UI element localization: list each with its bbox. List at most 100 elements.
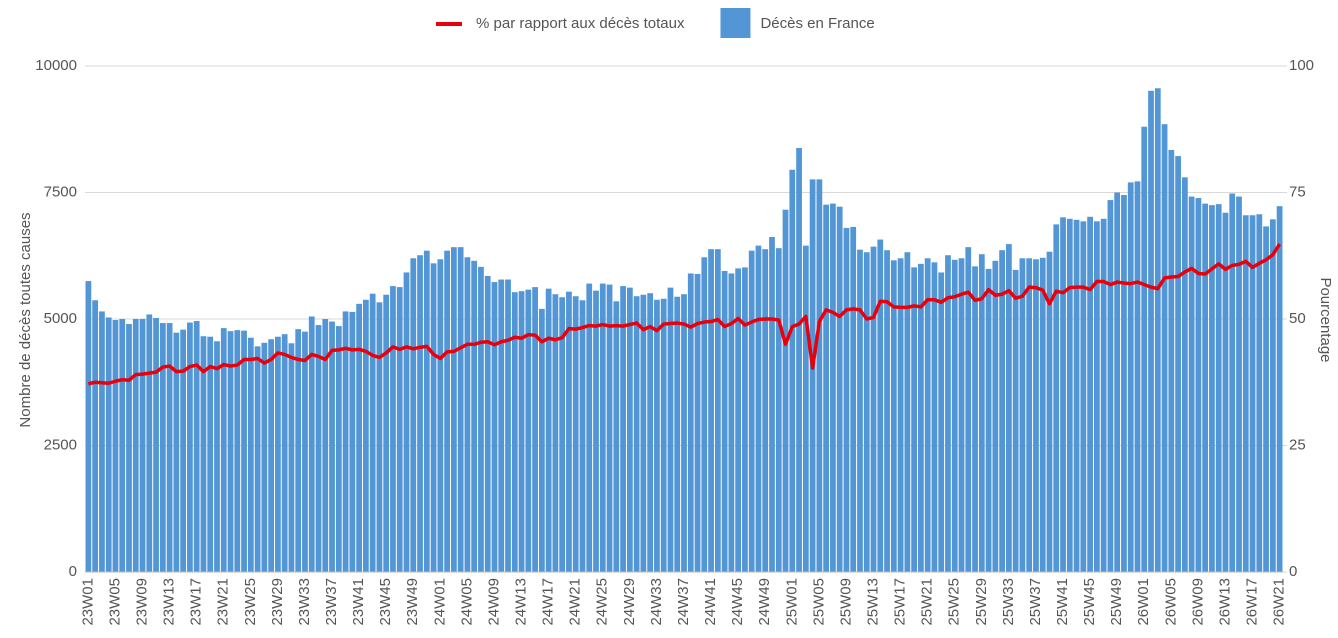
bar	[694, 273, 701, 572]
bar	[159, 323, 166, 572]
x-tick-label: 24W09	[485, 578, 502, 626]
bar	[1168, 149, 1175, 572]
x-tick-label: 26W09	[1189, 578, 1206, 626]
x-tick-label: 23W37	[323, 578, 340, 626]
bar	[166, 323, 173, 572]
bar	[308, 316, 315, 572]
x-tick-label: 23W25	[242, 578, 259, 626]
bar	[714, 249, 721, 572]
y2-tick-label: 50	[1289, 310, 1306, 327]
bar	[978, 254, 985, 572]
bar	[275, 336, 281, 572]
bar	[647, 293, 654, 572]
x-tick-label: 23W09	[133, 578, 150, 626]
bar	[241, 330, 247, 572]
bar	[403, 272, 410, 572]
bar	[626, 287, 633, 572]
bar	[505, 279, 511, 572]
bar	[471, 260, 478, 572]
bar	[1154, 88, 1161, 572]
bar	[911, 267, 918, 572]
x-tick-label: 25W45	[1081, 578, 1098, 626]
bar	[1087, 216, 1093, 572]
bar	[1175, 156, 1181, 572]
bar	[681, 294, 687, 572]
bar	[830, 203, 836, 572]
bar	[890, 260, 897, 572]
bar	[992, 260, 999, 572]
bar	[633, 296, 640, 572]
bar	[559, 297, 566, 572]
bar	[1033, 259, 1039, 572]
bar	[444, 250, 450, 572]
x-tick-label: 23W05	[106, 578, 123, 626]
bar	[1249, 215, 1256, 572]
bar	[92, 300, 99, 572]
bar	[1202, 203, 1209, 572]
x-tick-label: 24W45	[729, 578, 746, 626]
bar	[1019, 258, 1026, 572]
bar	[207, 336, 214, 572]
bar	[450, 247, 457, 572]
bar	[417, 255, 423, 572]
bar	[349, 311, 356, 572]
bar	[363, 299, 369, 572]
bar	[1195, 198, 1202, 573]
bar	[843, 227, 850, 573]
bar	[1100, 218, 1107, 572]
bar	[552, 294, 559, 572]
bar	[748, 250, 755, 572]
bar	[735, 268, 742, 572]
x-tick-label: 24W21	[567, 578, 584, 626]
bar	[654, 299, 660, 572]
x-tick-label: 25W33	[1000, 578, 1017, 626]
x-tick-label: 24W17	[540, 578, 557, 626]
bar	[762, 249, 769, 572]
x-tick-label: 25W17	[892, 578, 909, 626]
bar	[538, 308, 545, 572]
bar	[342, 311, 349, 572]
bar	[1114, 192, 1121, 572]
bar	[1209, 205, 1215, 572]
bar	[464, 257, 471, 572]
bar	[1263, 226, 1269, 573]
bar	[742, 267, 748, 572]
bar	[728, 273, 735, 572]
bar	[918, 263, 924, 572]
y-tick-label: 5000	[44, 310, 77, 327]
bar	[1066, 218, 1073, 572]
x-tick-label: 26W21	[1271, 578, 1288, 626]
x-tick-label: 23W13	[161, 578, 178, 626]
bar	[985, 268, 992, 572]
bar	[701, 257, 708, 572]
bar	[99, 311, 105, 572]
bar	[1026, 258, 1033, 572]
bar	[173, 332, 180, 572]
bar	[146, 314, 153, 572]
bar	[376, 302, 383, 572]
bar	[1005, 244, 1012, 572]
bar	[620, 286, 626, 572]
bar	[1148, 90, 1154, 572]
bar	[180, 329, 187, 572]
bar	[1053, 224, 1060, 573]
bar	[132, 319, 139, 572]
bar	[1093, 221, 1100, 573]
bar	[1276, 206, 1283, 573]
bar	[457, 247, 464, 572]
bar	[484, 275, 491, 572]
bar	[390, 286, 396, 572]
bar	[945, 255, 951, 572]
bar	[261, 342, 268, 572]
bar	[1134, 181, 1141, 573]
x-tick-label: 24W49	[756, 578, 773, 626]
bar	[491, 282, 498, 572]
bar	[139, 319, 146, 572]
bar	[1161, 124, 1168, 572]
x-tick-label: 24W25	[594, 578, 611, 626]
bar	[999, 250, 1005, 572]
bar	[227, 331, 234, 572]
bar	[579, 300, 586, 572]
bar	[478, 266, 484, 572]
